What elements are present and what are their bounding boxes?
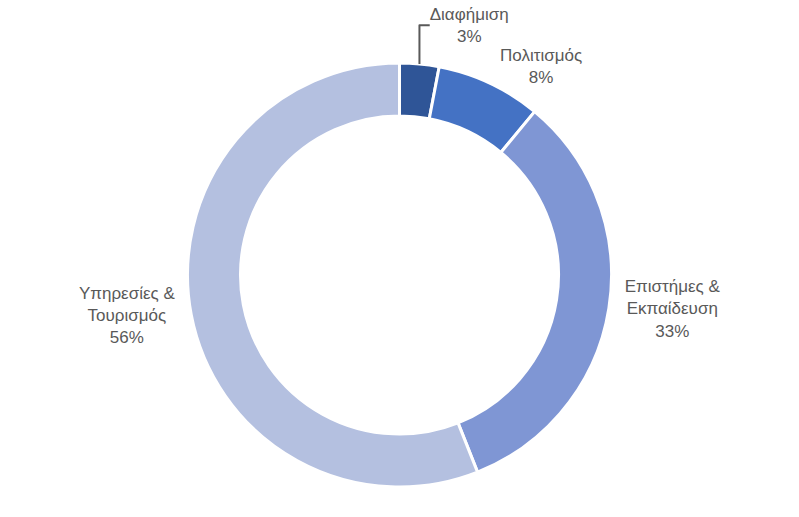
svg-text:Επιστήμες &Εκπαίδευση33%: Επιστήμες &Εκπαίδευση33% [625,277,721,340]
svg-text:Διαφήμιση3%: Διαφήμιση3% [430,5,509,46]
svg-text:Υπηρεσίες &Τουρισμός56%: Υπηρεσίες &Τουρισμός56% [79,284,176,347]
svg-text:Πολιτισμός8%: Πολιτισμός8% [500,46,582,87]
